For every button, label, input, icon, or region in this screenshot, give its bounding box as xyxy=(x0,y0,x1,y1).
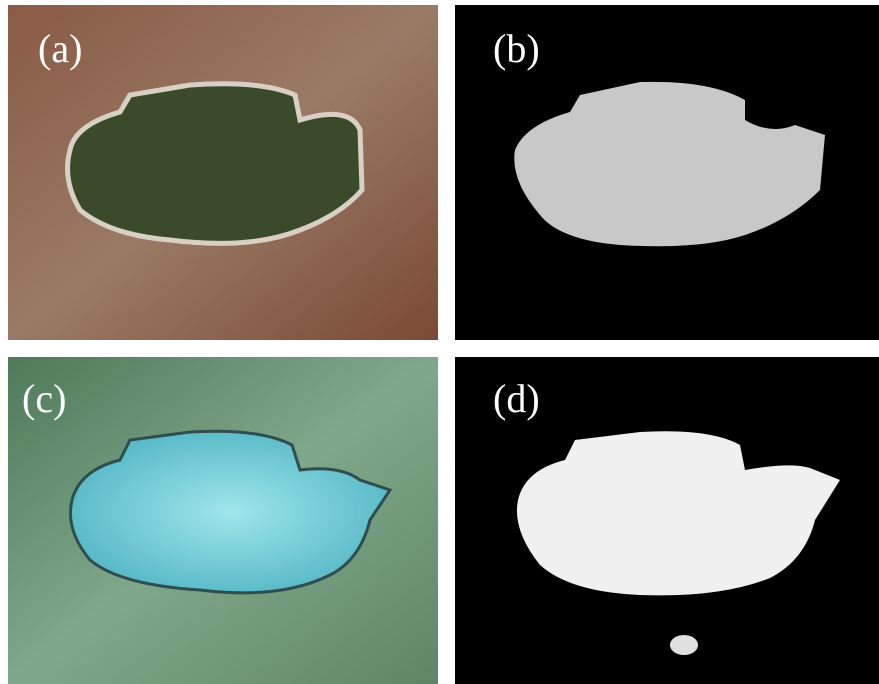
lake-mask xyxy=(514,81,825,247)
panel-label: (c) xyxy=(22,376,66,421)
panel-label: (a) xyxy=(38,26,82,71)
lake xyxy=(65,81,365,246)
lake-mask xyxy=(516,431,840,596)
blob xyxy=(670,635,698,655)
panel-label: (d) xyxy=(493,376,540,421)
lake xyxy=(68,429,393,595)
panel-b: (b) xyxy=(455,5,879,340)
panel-a: (a) xyxy=(8,5,438,340)
panel-d: (d) xyxy=(455,357,879,684)
panel-label: (b) xyxy=(493,26,540,71)
panel-c: (c) xyxy=(8,357,438,684)
